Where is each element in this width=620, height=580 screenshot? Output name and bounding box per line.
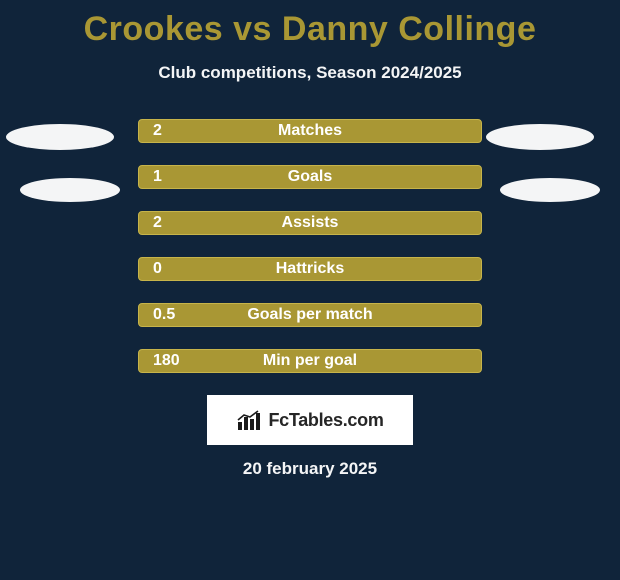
stat-row-matches: 2 Matches <box>138 119 482 143</box>
stat-label: Assists <box>139 214 481 232</box>
stat-value: 2 <box>153 214 162 232</box>
page-title: Crookes vs Danny Collinge <box>0 10 620 49</box>
stats-list: 2 Matches 1 Goals 2 Assists 0 Hattricks … <box>0 119 620 373</box>
stat-value: 0.5 <box>153 306 175 324</box>
ellipse-left-bottom <box>20 178 120 202</box>
ellipse-right-bottom <box>500 178 600 202</box>
stat-label: Min per goal <box>139 352 481 370</box>
stat-row-hattricks: 0 Hattricks <box>138 257 482 281</box>
logo-box: FcTables.com <box>207 395 413 445</box>
stat-label: Matches <box>139 122 481 140</box>
stat-label: Goals <box>139 168 481 186</box>
stat-row-goals: 1 Goals <box>138 165 482 189</box>
subtitle: Club competitions, Season 2024/2025 <box>0 63 620 83</box>
stat-value: 1 <box>153 168 162 186</box>
stat-label: Goals per match <box>139 306 481 324</box>
ellipse-left-top <box>6 124 114 150</box>
stat-value: 0 <box>153 260 162 278</box>
date-text: 20 february 2025 <box>0 459 620 479</box>
stat-value: 2 <box>153 122 162 140</box>
stat-label: Hattricks <box>139 260 481 278</box>
bars-icon <box>236 410 262 430</box>
stat-row-goals-per-match: 0.5 Goals per match <box>138 303 482 327</box>
stat-value: 180 <box>153 352 180 370</box>
stat-row-min-per-goal: 180 Min per goal <box>138 349 482 373</box>
ellipse-right-top <box>486 124 594 150</box>
comparison-card: Crookes vs Danny Collinge Club competiti… <box>0 0 620 580</box>
stat-row-assists: 2 Assists <box>138 211 482 235</box>
logo-text: FcTables.com <box>268 410 383 431</box>
